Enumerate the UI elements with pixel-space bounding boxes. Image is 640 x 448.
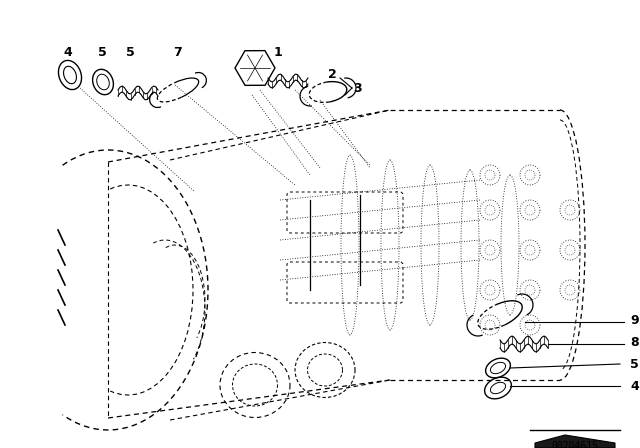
- Text: 5: 5: [98, 46, 106, 59]
- Text: 2: 2: [328, 69, 337, 82]
- Text: 5: 5: [630, 358, 639, 370]
- Text: 3: 3: [354, 82, 362, 95]
- Polygon shape: [535, 435, 615, 448]
- Text: 8: 8: [630, 336, 639, 349]
- Text: 7: 7: [173, 46, 182, 59]
- FancyBboxPatch shape: [287, 192, 403, 233]
- Text: 1: 1: [274, 46, 282, 59]
- FancyBboxPatch shape: [287, 262, 403, 303]
- Text: 00204615: 00204615: [552, 441, 598, 448]
- Text: 4: 4: [630, 379, 639, 392]
- Text: 9: 9: [630, 314, 639, 327]
- Text: 5: 5: [125, 46, 134, 59]
- Text: 4: 4: [63, 46, 72, 59]
